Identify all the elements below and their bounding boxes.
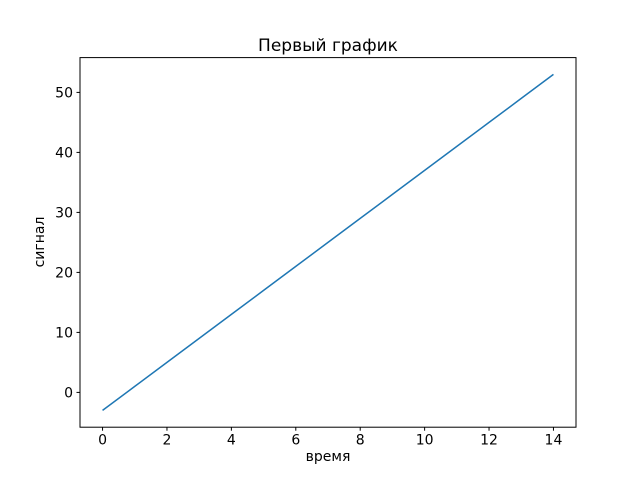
x-tick-label: 6 [291, 433, 300, 449]
data-line [102, 73, 554, 412]
y-tick-label: 20 [55, 265, 73, 281]
y-tick-label: 40 [55, 145, 73, 161]
x-axis-label: время [305, 449, 351, 465]
x-tick-label: 0 [98, 433, 107, 449]
y-tick-label: 30 [55, 205, 73, 221]
y-tick-label: 10 [55, 325, 73, 341]
chart-title: Первый график [258, 36, 398, 56]
y-tick-label: 0 [64, 385, 73, 401]
y-axis-label: сигнал [32, 216, 48, 268]
plot-border [79, 57, 577, 428]
y-tick-label: 50 [55, 85, 73, 101]
x-tick-label: 10 [416, 433, 434, 449]
x-tick-label: 2 [163, 433, 172, 449]
x-tick-label: 4 [227, 433, 236, 449]
x-tick-label: 12 [480, 433, 498, 449]
x-tick-label: 14 [545, 433, 563, 449]
x-tick-label: 8 [356, 433, 365, 449]
